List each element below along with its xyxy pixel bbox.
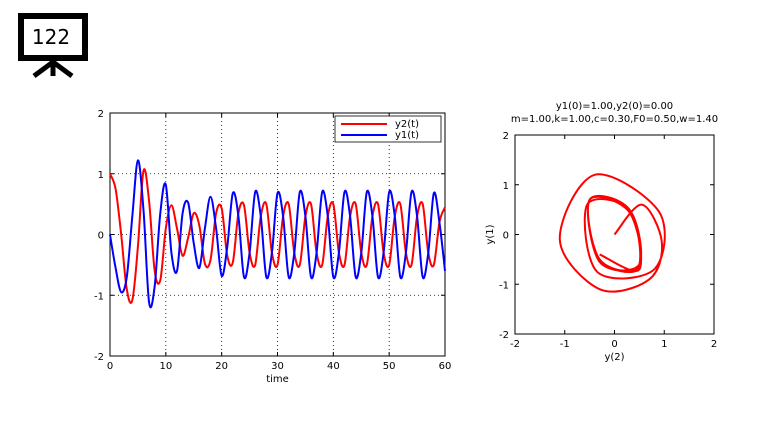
y-tick-label: 1: [503, 181, 509, 192]
y-tick-label: 0: [98, 231, 104, 242]
series-line-1: [558, 173, 666, 293]
x-axis-label: time: [266, 374, 289, 385]
x-tick-label: 2: [711, 339, 717, 350]
series-line-1: [109, 168, 446, 304]
chart-subtitle: m=1.00,k=1.00,c=0.30,F0=0.50,w=1.40: [511, 114, 718, 125]
chart-1: 0 10 20 30 40 50 60 -2 -1 0 1 2 time y2(t)y1(t): [94, 109, 451, 385]
presentation-board-icon: [18, 13, 88, 78]
legend-label-1: y2(t): [395, 119, 419, 130]
y-tick-label: 1: [98, 170, 104, 181]
slide-number: 122: [31, 25, 71, 49]
x-tick-label: 0: [107, 361, 113, 372]
x-tick-label: 50: [383, 361, 396, 372]
series-line-2: [109, 159, 446, 309]
x-tick-label: -1: [560, 339, 570, 350]
legend-label-2: y1(t): [395, 130, 419, 141]
x-tick-label: 30: [271, 361, 284, 372]
y-tick-label: -2: [94, 352, 104, 363]
x-tick-label: 60: [439, 361, 452, 372]
chart-2: -2 -1 0 1 2 -2 -1 0 1 2 y(2) y(1) y1(0)=1.00,y2(0)=0…: [485, 101, 718, 363]
x-tick-label: 1: [661, 339, 667, 350]
x-tick-label: 0: [611, 339, 617, 350]
legend-box: [334, 115, 442, 143]
x-tick-label: 10: [159, 361, 172, 372]
y-tick-label: -1: [499, 280, 509, 291]
x-tick-label: -2: [510, 339, 520, 350]
y-tick-label: 2: [503, 131, 509, 142]
y-tick-label: 2: [98, 109, 104, 120]
y-tick-label: -1: [94, 291, 104, 302]
legend: y2(t)y1(t): [334, 115, 442, 143]
x-tick-label: 20: [215, 361, 228, 372]
chart-title: y1(0)=1.00,y2(0)=0.00: [556, 101, 673, 112]
x-tick-label: 40: [327, 361, 340, 372]
x-axis-label: y(2): [604, 352, 624, 363]
y-tick-label: 0: [503, 231, 509, 242]
y-axis-label: y(1): [485, 224, 496, 244]
y-tick-label: -2: [499, 330, 509, 341]
